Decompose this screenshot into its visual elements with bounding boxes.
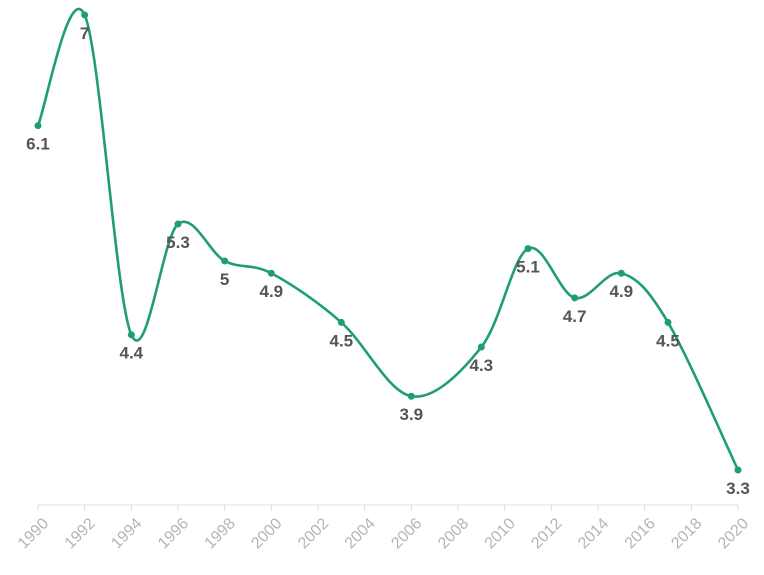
x-axis: 1990 1992 1994 1996 1998 2000 2002 2004 2006 2008… xyxy=(15,504,752,552)
data-label: 4.9 xyxy=(260,282,284,301)
data-point xyxy=(477,343,485,351)
data-point xyxy=(524,245,532,253)
data-point xyxy=(127,331,135,339)
data-point xyxy=(267,269,275,277)
x-tick-label: 2006 xyxy=(388,515,425,552)
series-line xyxy=(36,7,740,472)
data-point xyxy=(34,122,42,130)
data-point xyxy=(221,257,229,265)
data-label: 7 xyxy=(80,24,89,43)
x-tick-label: 2012 xyxy=(528,515,565,552)
x-tick-label: 1990 xyxy=(15,515,52,552)
data-point xyxy=(174,220,182,228)
data-label: 3.3 xyxy=(726,479,750,498)
data-label: 3.9 xyxy=(400,405,424,424)
x-tick-label: 2000 xyxy=(248,515,285,552)
data-point xyxy=(734,466,742,474)
x-tick-label: 2016 xyxy=(622,515,659,552)
data-label: 4.4 xyxy=(120,344,144,363)
data-point xyxy=(81,11,89,19)
x-tick-label: 1998 xyxy=(202,515,239,552)
data-label: 5.1 xyxy=(516,258,540,277)
data-point xyxy=(407,392,415,400)
data-label: 4.3 xyxy=(470,356,494,375)
x-tick-label: 1994 xyxy=(108,515,145,552)
data-label: 5 xyxy=(220,270,229,289)
data-labels: 6.1 7 4.4 5.3 5 4.9 4.5 3.9 4.3 5.1 4.7 4.9 4.5 3.3 xyxy=(26,24,750,498)
x-tick-label: 2014 xyxy=(575,515,612,552)
data-point xyxy=(664,318,672,326)
x-tick-label: 2004 xyxy=(342,515,379,552)
x-tick-label: 1996 xyxy=(155,515,192,552)
x-tick-label: 1992 xyxy=(62,515,99,552)
data-label: 4.9 xyxy=(610,282,634,301)
data-label: 4.5 xyxy=(330,331,354,350)
x-tick-label: 2002 xyxy=(295,515,332,552)
x-tick-label: 2020 xyxy=(715,515,752,552)
x-tick-label: 2010 xyxy=(482,515,519,552)
data-label: 5.3 xyxy=(166,233,190,252)
x-tick-label: 2018 xyxy=(668,515,705,552)
data-label: 4.7 xyxy=(563,307,587,326)
data-point xyxy=(617,269,625,277)
data-point xyxy=(337,318,345,326)
x-tick-label: 2008 xyxy=(435,515,472,552)
series-group xyxy=(34,7,742,474)
data-label: 6.1 xyxy=(26,135,50,154)
data-label: 4.5 xyxy=(656,331,680,350)
data-point xyxy=(571,294,579,302)
